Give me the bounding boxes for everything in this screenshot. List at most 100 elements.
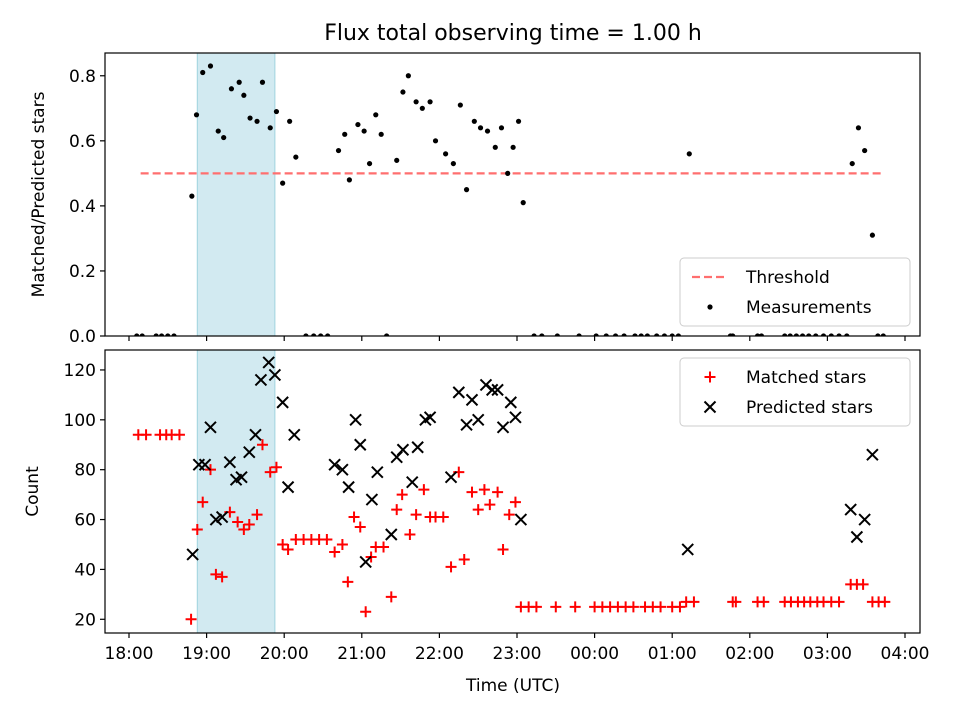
matched-star-point bbox=[569, 601, 581, 613]
plot-area bbox=[132, 356, 891, 625]
measurement-point bbox=[576, 333, 582, 336]
matched-star-point bbox=[466, 486, 478, 498]
axes-frame bbox=[104, 349, 921, 634]
y-tick-label: 0.4 bbox=[69, 197, 96, 217]
measurement-point bbox=[259, 79, 266, 85]
measurement-point bbox=[515, 118, 522, 124]
legend-label: Threshold bbox=[745, 268, 830, 288]
predicted-star-point bbox=[276, 396, 289, 409]
highlight-span bbox=[196, 349, 276, 634]
legend-label: Matched stars bbox=[746, 368, 866, 388]
predicted-star-point bbox=[504, 396, 517, 409]
measurement-point bbox=[849, 160, 855, 167]
predicted-star-point bbox=[406, 475, 419, 489]
predicted-star-point bbox=[328, 458, 341, 471]
measurement-point bbox=[612, 333, 619, 336]
measurement-point bbox=[675, 333, 682, 336]
measurement-point bbox=[450, 160, 456, 167]
measurement-point bbox=[325, 333, 331, 336]
x-tick-label: 04:00 bbox=[881, 644, 930, 664]
chart-title: Flux total observing time = 1.00 h bbox=[324, 21, 702, 46]
measurement-point bbox=[158, 333, 165, 336]
measurement-point bbox=[346, 177, 352, 183]
measurement-point bbox=[758, 333, 765, 336]
matched-star-point bbox=[191, 524, 203, 536]
measurement-point bbox=[427, 99, 433, 105]
matched-star-point bbox=[730, 596, 742, 608]
matched-star-point bbox=[674, 601, 686, 613]
measurement-point bbox=[200, 69, 206, 76]
matched-star-point bbox=[758, 596, 770, 608]
bottom-panel: 20 40 60 80 100 120 18:00 19:00 20:00 21:00 22:00 2… bbox=[23, 349, 930, 664]
measurement-point bbox=[828, 333, 834, 336]
matched-star-point bbox=[354, 521, 366, 533]
predicted-star-point bbox=[452, 386, 466, 399]
matched-star-point bbox=[277, 538, 289, 550]
measurement-point bbox=[593, 333, 599, 336]
measurement-point bbox=[215, 128, 221, 134]
predicted-star-point bbox=[359, 555, 372, 569]
matched-star-point bbox=[243, 519, 255, 531]
measurement-point bbox=[875, 333, 881, 336]
matched-star-point bbox=[396, 489, 408, 501]
measurement-point bbox=[193, 112, 200, 118]
predicted-star-point bbox=[235, 470, 248, 484]
measurement-point bbox=[463, 187, 470, 193]
legend-box bbox=[679, 257, 911, 327]
x-tick-label: 03:00 bbox=[803, 644, 852, 664]
matched-star-point bbox=[478, 484, 490, 496]
predicted-star-point bbox=[354, 438, 367, 451]
matched-star-point bbox=[550, 601, 562, 613]
legend: Threshold Measurements bbox=[679, 257, 911, 327]
measurement-point bbox=[782, 333, 788, 336]
measurement-point bbox=[554, 333, 560, 336]
measurement-point bbox=[189, 193, 195, 199]
matched-star-point bbox=[140, 429, 152, 441]
measurement-point bbox=[505, 170, 511, 176]
x-axis-label: Time (UTC) bbox=[465, 676, 560, 696]
measurement-point bbox=[228, 86, 235, 92]
predicted-star-point bbox=[281, 480, 295, 494]
measurement-point bbox=[366, 160, 373, 167]
matched-star-point bbox=[458, 553, 470, 565]
matched-star-point bbox=[282, 543, 294, 555]
measurement-point bbox=[787, 333, 793, 336]
y-tick-label: 0.2 bbox=[69, 262, 96, 282]
measurement-point bbox=[280, 180, 286, 186]
measurement-point bbox=[171, 333, 177, 336]
matched-star-point bbox=[232, 516, 244, 528]
matched-star-point bbox=[857, 578, 869, 590]
matched-star-point bbox=[185, 613, 197, 625]
matched-star-point bbox=[391, 504, 403, 516]
measurement-point bbox=[335, 147, 342, 154]
measurement-point bbox=[293, 154, 299, 160]
measurement-point bbox=[539, 333, 545, 336]
matched-star-point bbox=[509, 496, 521, 508]
measurement-point bbox=[384, 333, 390, 336]
y-tick-label: 20 bbox=[74, 610, 96, 630]
predicted-star-point bbox=[198, 458, 212, 471]
measurement-point bbox=[254, 118, 260, 124]
matched-star-point bbox=[627, 601, 639, 613]
x-tick-label: 18:00 bbox=[105, 644, 154, 664]
x-tick-label: 19:00 bbox=[182, 644, 231, 664]
legend-matched-swatch bbox=[704, 371, 716, 383]
matched-star-point bbox=[484, 499, 496, 511]
predicted-star-point bbox=[509, 411, 522, 424]
matched-star-point bbox=[833, 596, 845, 608]
matched-star-point bbox=[238, 524, 250, 536]
matched-star-point bbox=[492, 486, 504, 498]
measurement-point bbox=[603, 333, 609, 336]
predicted-star-point bbox=[365, 493, 379, 506]
matched-star-point bbox=[360, 606, 372, 618]
y-tick-label: 120 bbox=[64, 361, 96, 381]
measurement-point bbox=[820, 333, 827, 336]
predicted-star-point bbox=[485, 383, 499, 397]
predicted-star-point bbox=[681, 543, 694, 556]
legend-box bbox=[679, 357, 911, 427]
predicted-star-point bbox=[262, 356, 275, 369]
measurement-point bbox=[520, 200, 526, 206]
matched-star-point bbox=[530, 601, 542, 613]
measurement-point bbox=[273, 108, 280, 115]
x-tick-label: 21:00 bbox=[337, 644, 386, 664]
